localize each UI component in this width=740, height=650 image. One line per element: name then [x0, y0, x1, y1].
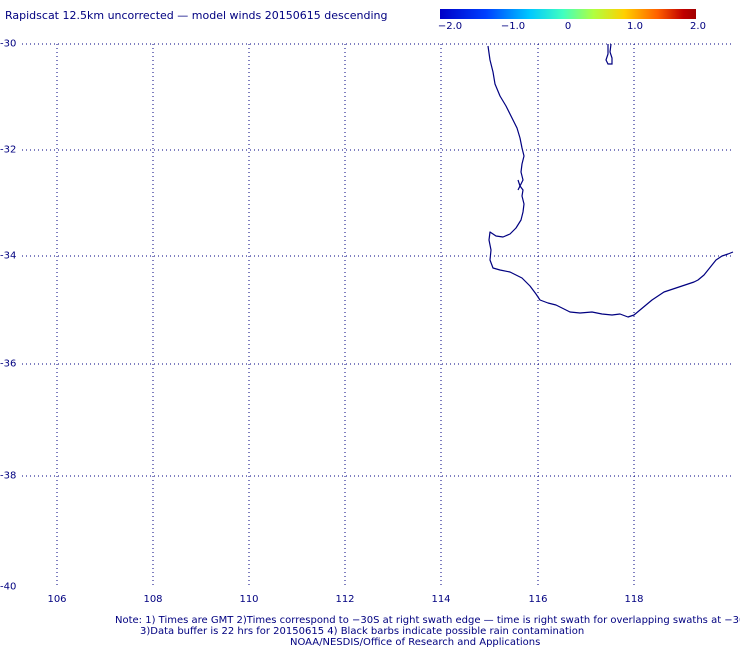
- lat-label: -40: [0, 581, 17, 593]
- australia-coastline: [487, 45, 734, 318]
- lat-grid-lines: [22, 43, 733, 477]
- australia-coastline: [517, 179, 521, 191]
- color-scale-label: 1.0: [627, 21, 643, 32]
- color-scale-bar: [440, 9, 696, 19]
- lon-label: 118: [624, 594, 644, 605]
- color-scale-label: −2.0: [437, 21, 463, 32]
- australia-coastline: [605, 43, 613, 65]
- lon-label: 106: [47, 594, 67, 605]
- lon-label: 110: [239, 594, 259, 605]
- lon-label: 112: [335, 594, 355, 605]
- lon-label: 114: [431, 594, 451, 605]
- lat-label: -36: [0, 358, 17, 370]
- lat-label: -32: [0, 144, 17, 156]
- note-line-2: 3)Data buffer is 22 hrs for 20150615 4) …: [140, 626, 585, 637]
- lon-label: 116: [528, 594, 548, 605]
- color-scale-label: −1.0: [500, 21, 526, 32]
- note-line-1: Note: 1) Times are GMT 2)Times correspon…: [115, 615, 740, 626]
- note-line-3: NOAA/NESDIS/Office of Research and Appli…: [290, 637, 541, 648]
- color-scale-label: 0: [564, 21, 572, 32]
- lon-label: 108: [143, 594, 163, 605]
- lon-grid-lines: [56, 44, 635, 587]
- lat-label: -34: [0, 250, 17, 262]
- plot-title: Rapidscat 12.5km uncorrected — model win…: [5, 9, 388, 22]
- color-scale-label: 2.0: [690, 21, 706, 32]
- lat-label: -30: [0, 38, 17, 50]
- lat-label: -38: [0, 470, 17, 482]
